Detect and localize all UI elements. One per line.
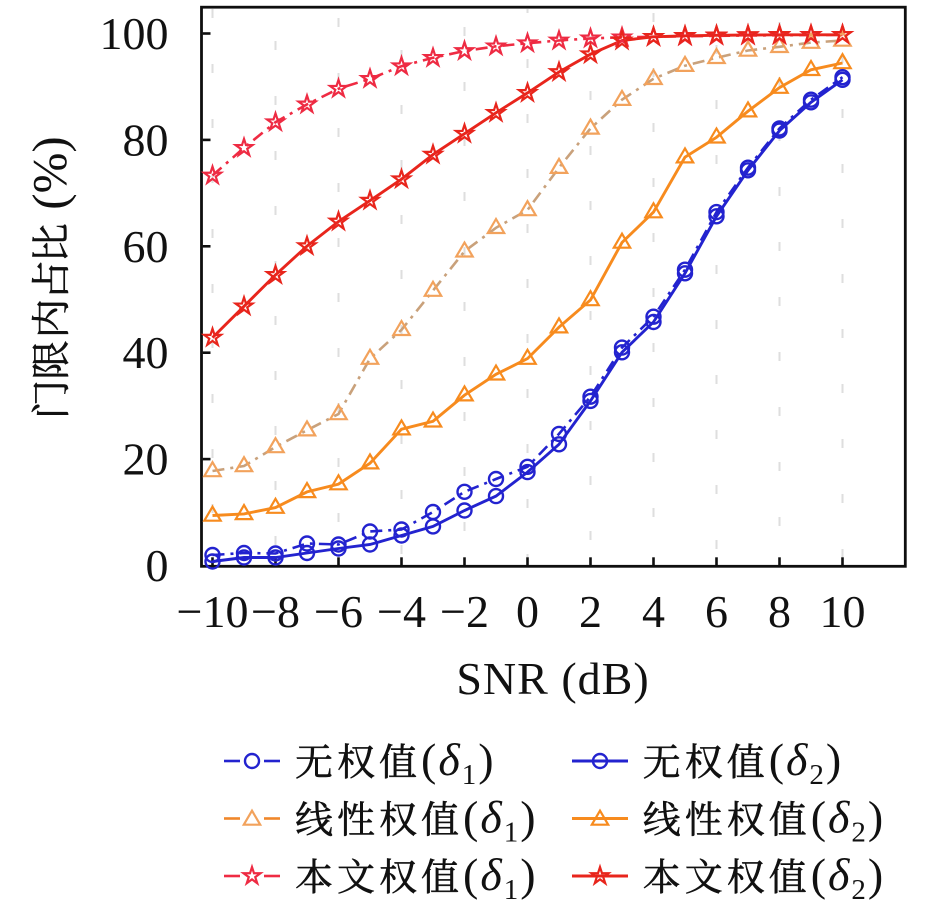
svg-text:(δ1): (δ1) — [463, 849, 538, 906]
svg-text:6: 6 — [705, 586, 728, 637]
svg-text:10: 10 — [820, 586, 866, 637]
svg-text:(δ1): (δ1) — [463, 792, 538, 849]
svg-text:(%): (%) — [22, 136, 77, 209]
svg-text:2: 2 — [579, 586, 602, 637]
svg-text:(δ2): (δ2) — [811, 792, 886, 849]
svg-text:−10: −10 — [177, 586, 249, 637]
svg-text:20: 20 — [123, 434, 169, 485]
svg-text:(δ2): (δ2) — [811, 849, 886, 906]
svg-text:0: 0 — [516, 586, 539, 637]
svg-text:0: 0 — [146, 540, 169, 591]
svg-text:40: 40 — [123, 327, 169, 378]
svg-text:100: 100 — [100, 8, 169, 59]
svg-text:(δ2): (δ2) — [769, 734, 844, 791]
svg-text:−4: −4 — [377, 586, 426, 637]
svg-text:−6: −6 — [314, 586, 363, 637]
svg-text:−8: −8 — [251, 586, 300, 637]
svg-text:80: 80 — [123, 114, 169, 165]
svg-text:8: 8 — [768, 586, 791, 637]
svg-text:(δ1): (δ1) — [421, 734, 496, 791]
svg-text:SNR (dB): SNR (dB) — [456, 653, 649, 704]
svg-text:−2: −2 — [440, 586, 489, 637]
svg-text:60: 60 — [123, 221, 169, 272]
svg-text:4: 4 — [642, 586, 665, 637]
